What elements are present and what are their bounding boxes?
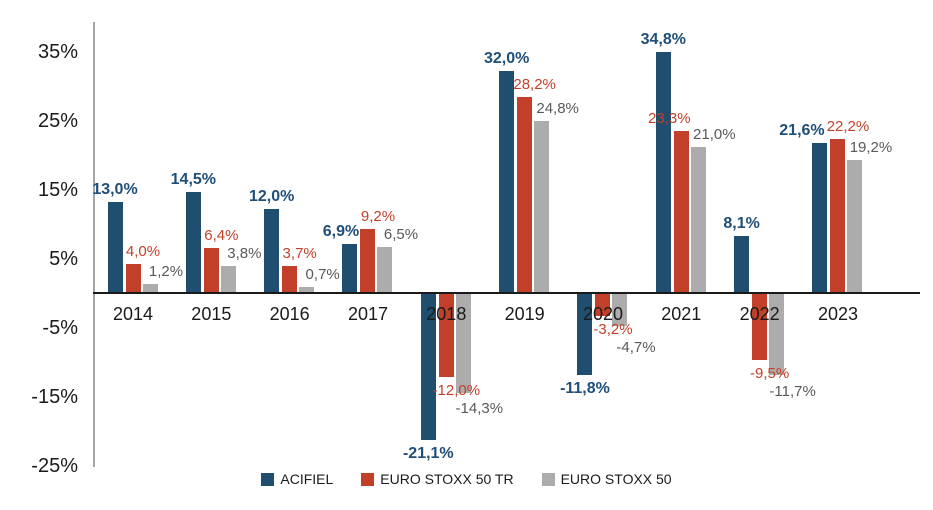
bar-acifiel-2016 xyxy=(264,209,280,292)
bar-euro-stoxx-50-2021 xyxy=(690,147,706,292)
x-label-2014: 2014 xyxy=(112,304,154,324)
value-label-euro-stoxx-50-2018: -14,3% xyxy=(455,399,504,417)
bar-euro-stoxx-50-2018 xyxy=(455,294,471,393)
bar-euro-stoxx-50-tr-2018 xyxy=(438,294,454,377)
value-label-euro-stoxx-50-tr-2019: 28,2% xyxy=(513,76,556,94)
y-tick--25: -25% xyxy=(31,454,78,477)
value-label-acifiel-2022: 8,1% xyxy=(723,215,760,233)
bar-euro-stoxx-50-2016 xyxy=(299,287,315,292)
y-axis-line xyxy=(93,22,95,467)
legend-label-euro-stoxx-50-tr: EURO STOXX 50 TR xyxy=(380,471,514,487)
value-label-acifiel-2018: -21,1% xyxy=(402,444,454,462)
value-label-acifiel-2020: -11,8% xyxy=(560,380,610,398)
value-label-acifiel-2015: 14,5% xyxy=(170,170,217,188)
x-label-2023: 2023 xyxy=(817,304,858,324)
y-tick--15: -15% xyxy=(31,385,78,408)
x-label-2015: 2015 xyxy=(191,304,232,324)
value-label-euro-stoxx-50-tr-2017: 9,2% xyxy=(360,207,396,225)
legend-marker-euro-stoxx-50-tr-icon xyxy=(361,472,375,486)
legend-marker-euro-stoxx-50-icon xyxy=(541,472,555,486)
bar-acifiel-2019 xyxy=(499,71,515,292)
value-label-euro-stoxx-50-tr-2021: 23,3% xyxy=(648,110,691,128)
y-tick-35: 35% xyxy=(37,40,78,63)
x-label-2018: 2018 xyxy=(426,304,467,324)
y-tick-25: 25% xyxy=(37,109,78,132)
value-label-euro-stoxx-50-tr-2018: -12,0% xyxy=(432,381,481,399)
bar-acifiel-2022 xyxy=(734,236,750,292)
value-label-acifiel-2014: 13,0% xyxy=(92,181,138,199)
legend-item-euro-stoxx-50-tr: EURO STOXX 50 TR xyxy=(361,471,514,487)
value-label-euro-stoxx-50-2019: 24,8% xyxy=(536,99,579,117)
value-label-euro-stoxx-50-tr-2020: -3,2% xyxy=(593,321,633,339)
bar-euro-stoxx-50-2022 xyxy=(769,294,785,375)
value-label-acifiel-2019: 32,0% xyxy=(483,50,530,68)
y-tick-5: 5% xyxy=(49,247,78,270)
value-label-euro-stoxx-50-2022: -11,7% xyxy=(769,382,816,400)
bar-acifiel-2021 xyxy=(655,51,671,292)
value-label-euro-stoxx-50-2016: 0,7% xyxy=(305,266,340,284)
bar-euro-stoxx-50-tr-2015 xyxy=(203,247,219,292)
bar-euro-stoxx-50-2023 xyxy=(847,159,863,292)
legend: ACIFIEL EURO STOXX 50 TR EURO STOXX 50 xyxy=(0,471,933,487)
value-label-acifiel-2016: 12,0% xyxy=(248,188,295,206)
bar-euro-stoxx-50-tr-2023 xyxy=(830,138,846,292)
value-label-euro-stoxx-50-2023: 19,2% xyxy=(849,138,893,156)
bar-euro-stoxx-50-2019 xyxy=(534,120,550,292)
bar-euro-stoxx-50-tr-2021 xyxy=(673,131,689,292)
bar-acifiel-2018 xyxy=(420,294,436,440)
legend-marker-acifiel-icon xyxy=(261,472,275,486)
legend-item-euro-stoxx-50: EURO STOXX 50 xyxy=(541,471,672,487)
value-label-euro-stoxx-50-2020: -4,7% xyxy=(616,339,656,357)
bar-acifiel-2014 xyxy=(107,202,123,292)
value-label-euro-stoxx-50-tr-2014: 4,0% xyxy=(125,243,161,261)
bar-acifiel-2023 xyxy=(812,142,828,292)
value-label-euro-stoxx-50-2014: 1,2% xyxy=(148,262,184,280)
bar-euro-stoxx-50-tr-2017 xyxy=(360,228,376,292)
y-tick--5: -5% xyxy=(42,316,78,339)
bar-euro-stoxx-50-tr-2016 xyxy=(282,266,298,292)
value-label-acifiel-2017: 6,9% xyxy=(322,223,360,241)
value-label-euro-stoxx-50-tr-2023: 22,2% xyxy=(826,117,870,135)
bar-euro-stoxx-50-tr-2022 xyxy=(752,294,768,360)
x-label-2020: 2020 xyxy=(582,304,623,324)
value-label-euro-stoxx-50-tr-2015: 6,4% xyxy=(204,226,239,244)
bar-euro-stoxx-50-tr-2019 xyxy=(517,97,533,292)
value-label-euro-stoxx-50-tr-2022: -9,5% xyxy=(750,364,790,382)
bar-euro-stoxx-50-2017 xyxy=(377,247,393,292)
legend-label-acifiel: ACIFIEL xyxy=(280,471,334,487)
value-label-euro-stoxx-50-tr-2016: 3,7% xyxy=(282,245,317,263)
bar-euro-stoxx-50-2014 xyxy=(142,283,158,292)
value-label-euro-stoxx-50-2021: 21,0% xyxy=(693,126,736,144)
x-label-2016: 2016 xyxy=(269,304,310,324)
bar-euro-stoxx-50-2015 xyxy=(220,265,236,292)
bar-acifiel-2020 xyxy=(577,294,593,376)
bar-acifiel-2017 xyxy=(342,244,358,292)
y-tick-15: 15% xyxy=(37,178,78,201)
value-label-euro-stoxx-50-2017: 6,5% xyxy=(383,226,419,244)
bar-acifiel-2015 xyxy=(185,191,201,292)
legend-item-acifiel: ACIFIEL xyxy=(261,471,333,487)
value-label-acifiel-2023: 21,6% xyxy=(779,121,825,139)
bar-euro-stoxx-50-tr-2020 xyxy=(595,294,611,317)
x-axis-zero-line xyxy=(93,292,920,294)
bar-euro-stoxx-50-2020 xyxy=(612,294,628,327)
x-label-2021: 2021 xyxy=(661,304,702,324)
value-label-acifiel-2021: 34,8% xyxy=(640,30,686,48)
bar-euro-stoxx-50-tr-2014 xyxy=(125,264,141,292)
x-label-2019: 2019 xyxy=(504,304,545,324)
x-label-2017: 2017 xyxy=(347,304,389,324)
value-label-euro-stoxx-50-2015: 3,8% xyxy=(227,244,262,262)
x-label-2022: 2022 xyxy=(739,304,780,324)
legend-label-euro-stoxx-50: EURO STOXX 50 xyxy=(560,471,672,487)
